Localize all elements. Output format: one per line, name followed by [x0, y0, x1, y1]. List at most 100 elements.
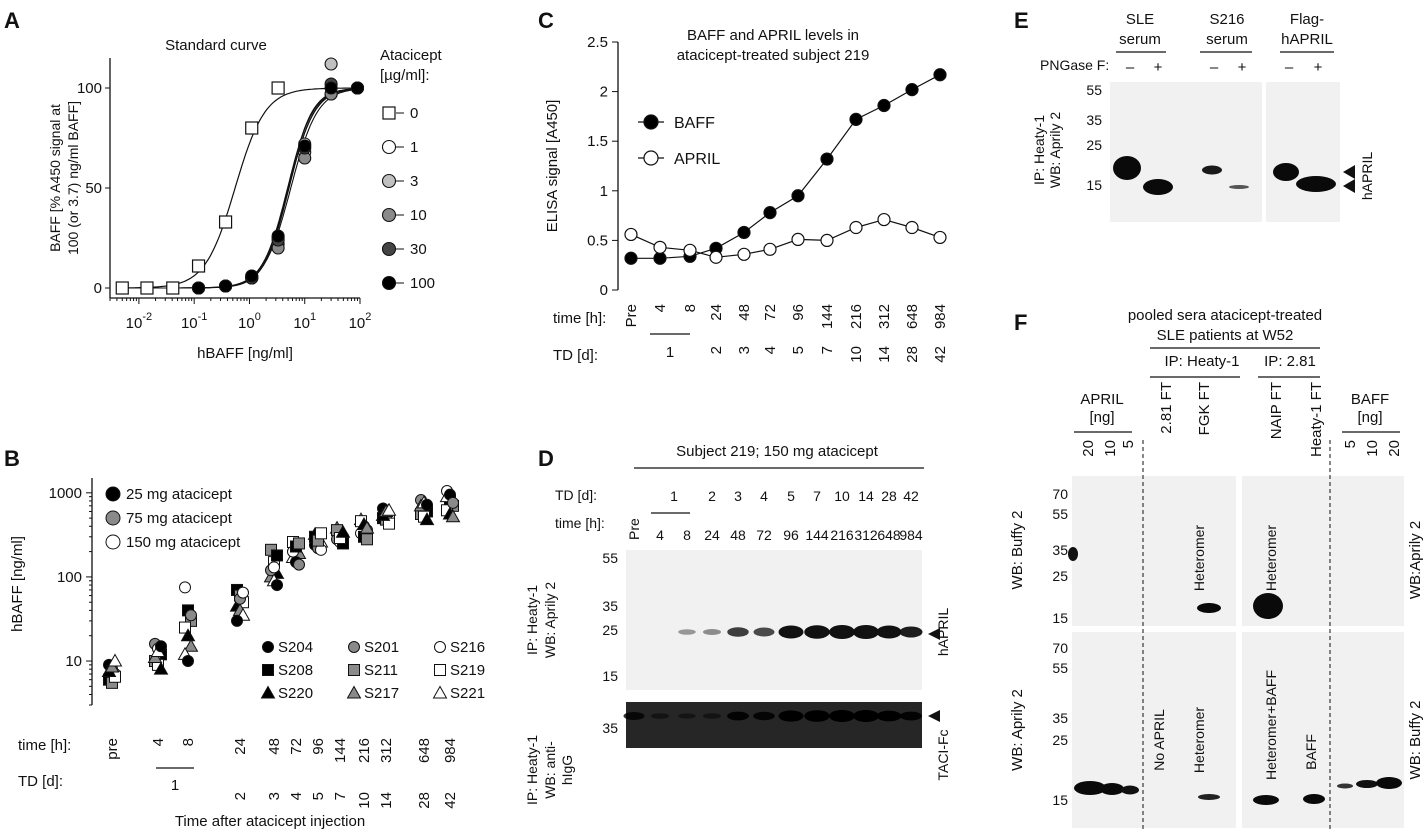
panel-d-time-label: 48 — [730, 527, 746, 543]
panel-f-band-heteromer-baff — [1253, 795, 1279, 805]
panel-b-subject-legend-marker — [346, 685, 362, 699]
panel-f-title-2: SLE patients at W52 — [1157, 327, 1294, 344]
panel-d-day-label: 3 — [734, 488, 742, 504]
panel-e-marker-label: 35 — [1086, 112, 1102, 128]
panel-f-band-april — [1074, 781, 1106, 795]
panel-d-ip1: IP: Heaty-1 — [524, 585, 540, 655]
panel-c-point-april — [624, 227, 638, 242]
panel-c-day-label: 4 — [762, 346, 779, 354]
panel-b-subject-legend-label: S204 — [278, 639, 313, 656]
panel-a-xtick-label: 10-1 — [181, 311, 207, 332]
panel-d-band-taci-fc — [727, 711, 749, 721]
panel-a-xtick-label: 100 — [238, 311, 261, 332]
panel-b-point — [237, 586, 249, 599]
panel-f-marker-bottom: 15 — [1052, 792, 1068, 808]
panel-c-point-april — [849, 220, 863, 235]
panel-f-label-no-april: No APRIL — [1151, 709, 1167, 771]
panel-b-subject-legend-marker — [434, 641, 446, 653]
panel-a-legend-marker — [382, 106, 396, 120]
panel-a-point-0 — [271, 81, 285, 95]
panel-c-ylabel: ELISA signal [A450] — [544, 100, 561, 233]
panel-f-baff-amount: 20 — [1386, 440, 1403, 457]
panel-c-series — [624, 68, 947, 265]
panel-b-subject-legend-label: S208 — [278, 662, 313, 679]
panel-d-band-taci-fc — [703, 713, 721, 719]
panel-d-band-hapril — [899, 626, 923, 638]
panel-f-baff-amount: 10 — [1364, 440, 1381, 457]
panel-d-time-label: 216 — [830, 527, 854, 543]
panel-e-pngase: PNGase F: — [1040, 57, 1109, 73]
panel-a-xtick-exp: 0 — [255, 311, 261, 323]
panel-a-point-0 — [191, 259, 206, 273]
panel-b-day-label: 28 — [416, 792, 433, 809]
panel-c-point-april — [905, 220, 919, 235]
panel-c-ytick-label: 0 — [600, 282, 608, 299]
panel-f-letter: F — [1014, 310, 1027, 335]
panel-f-lane-label: Heaty-1 FT — [1308, 382, 1325, 457]
panel-d-band-taci-fc — [876, 710, 902, 722]
panel-d-day-label: 2 — [708, 488, 716, 504]
panel-e-group-label: Flag- — [1290, 11, 1324, 28]
panel-b-day-label: 7 — [332, 792, 349, 800]
panel-f-band-heteromer — [1198, 794, 1220, 800]
panel-a-legend-marker — [381, 275, 397, 291]
panel-c-time-label: time [h]: — [553, 310, 606, 327]
panel-b-point — [182, 655, 194, 668]
panel-a-legend-label: 10 — [410, 207, 427, 224]
panel-b-point — [107, 653, 123, 667]
panel-d-day-label: 5 — [787, 488, 795, 504]
panel-b-point — [383, 517, 395, 530]
panel-c-day-label: 1 — [666, 344, 674, 361]
panel-f-marker-bottom: 55 — [1052, 660, 1068, 676]
panel-b-subject-legend-label: S216 — [450, 639, 485, 656]
panel-b-dose-legend-marker — [105, 510, 121, 526]
panel-a-fit-3 — [122, 88, 358, 289]
panel-d-time-label: 648 — [877, 527, 901, 543]
panel-e-group-label: serum — [1206, 31, 1248, 48]
panel-b-dose-legend-label: 25 mg atacicept — [126, 486, 233, 503]
panel-a-point-0 — [140, 281, 154, 295]
panel-e-group-label: S216 — [1209, 11, 1244, 28]
panel-a-title: Standard curve — [165, 37, 267, 54]
panel-f-marker-top: 15 — [1052, 610, 1068, 626]
panel-a-legend-label: 1 — [410, 139, 418, 156]
panel-b-point — [155, 640, 167, 653]
panel-a-legend-label: 30 — [410, 241, 427, 258]
panel-f-lane-label: 2.81 FT — [1158, 382, 1175, 434]
panel-a-point-100 — [324, 81, 338, 95]
panel-d-band-taci-fc — [778, 710, 804, 722]
panel-b-time-label: 216 — [356, 738, 373, 763]
panel-c-time-label: 984 — [932, 304, 949, 329]
panel-d-arrow-2 — [928, 710, 940, 722]
panel-e-pngase-sign: + — [1238, 59, 1247, 76]
panel-d-time-label: 72 — [756, 527, 772, 543]
panel-a-fit-5 — [122, 88, 358, 289]
panel-a-ytick-label: 0 — [94, 280, 102, 297]
panel-d-marker-label: 55 — [602, 550, 618, 566]
panel-d-band-hapril — [804, 625, 830, 639]
panel-d-time-label: Pre — [626, 518, 642, 540]
panel-c-point-baff — [905, 83, 919, 97]
panel-f-april-amount: 5 — [1120, 440, 1137, 448]
panel-f: F pooled sera atacicept-treated SLE pati… — [1009, 307, 1424, 830]
panel-d-band-taci-fc — [678, 713, 696, 719]
panel-c-point-april — [763, 242, 777, 256]
panel-b-subject-legend-marker — [348, 664, 360, 676]
panel-a-xtick-exp: -1 — [198, 311, 208, 323]
panel-d-band-hapril — [829, 625, 855, 639]
panel-f-wb-top-left: WB: Buffy 2 — [1009, 511, 1026, 590]
panel-d-day-label: 10 — [834, 488, 850, 504]
panel-a-legend-marker — [381, 207, 397, 223]
panel-d: D Subject 219; 150 mg atacicept TD [d]: … — [524, 443, 951, 805]
panel-f-marker-bottom: 25 — [1052, 732, 1068, 748]
panel-e-bands — [1113, 156, 1336, 195]
panel-c-time-label: 72 — [762, 304, 779, 321]
panel-c-time-label: Pre — [623, 304, 640, 327]
panel-c-day-label: 5 — [790, 346, 807, 354]
panel-f-blot-top-left — [1072, 476, 1236, 626]
panel-a-xtick-base: 10 — [181, 315, 198, 332]
panel-b-subject-legend-label: S217 — [364, 685, 399, 702]
panel-e-arrow-1 — [1343, 165, 1355, 179]
